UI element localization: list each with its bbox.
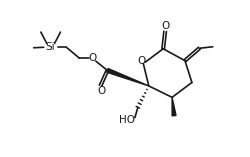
Text: O: O xyxy=(162,21,170,31)
Text: O: O xyxy=(137,56,145,66)
Text: Si: Si xyxy=(46,42,56,52)
Text: O: O xyxy=(88,53,96,63)
Text: HO: HO xyxy=(120,115,136,125)
Polygon shape xyxy=(107,68,149,86)
Text: O: O xyxy=(97,86,106,96)
Polygon shape xyxy=(172,97,176,116)
